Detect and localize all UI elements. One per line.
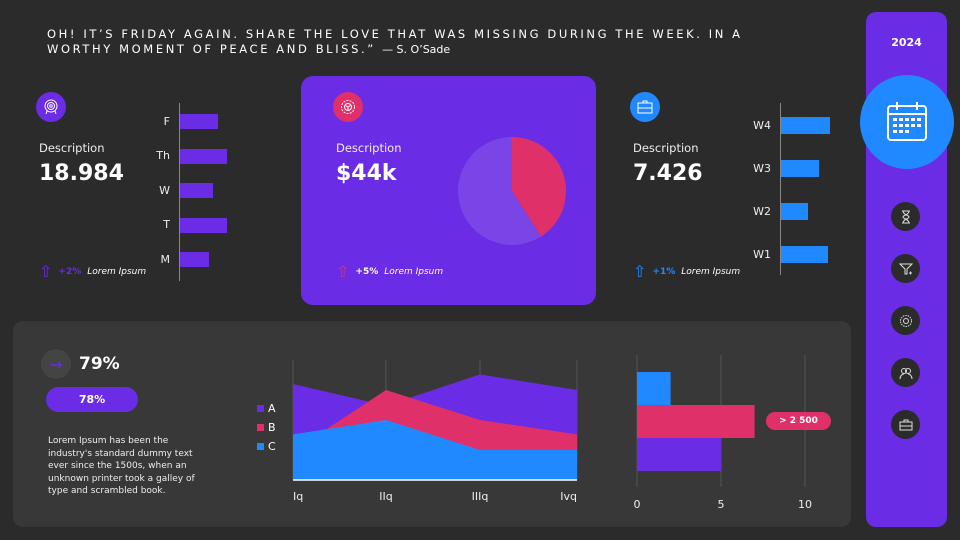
kpi3-trend: ⇧ +1% Lorem Ipsum (633, 262, 740, 281)
target-icon (36, 92, 66, 122)
area-series-C (293, 420, 577, 480)
horizontal-bar-chart: 0 5 10 (634, 355, 812, 511)
kpi2-trend-text: Lorem Ipsum (384, 266, 444, 277)
area-chart: Iq IIq IIIq Ivq (292, 360, 578, 503)
arrow-up-icon: ⇧ (633, 262, 647, 281)
progress-pill: 78% (46, 387, 138, 412)
bar (637, 438, 721, 471)
pie-slice (458, 137, 541, 245)
x-tick-label: Ivq (560, 490, 577, 503)
legend-label: B (268, 421, 276, 434)
x-tick-label: Iq (293, 490, 303, 503)
kpi2-trend-value: +5% (355, 266, 379, 277)
bar-label: W4 (753, 118, 771, 132)
legend-item: B (257, 421, 276, 434)
quote-text: OH! IT’S FRIDAY AGAIN. SHARE THE LOVE TH… (47, 27, 743, 56)
kpi3-value: 7.426 (633, 161, 703, 186)
progress-value: 79% (79, 354, 120, 374)
annotation-badge: > 2 500 (766, 412, 831, 430)
bar-axis (179, 103, 180, 281)
legend-item: C (257, 440, 276, 453)
year-label: 2024 (891, 36, 922, 49)
calendar-icon[interactable] (860, 75, 954, 169)
legend-label: C (268, 440, 276, 453)
bar-label: Th (156, 149, 170, 162)
x-tick-label: 5 (718, 498, 725, 511)
kpi2-value: $44k (336, 161, 397, 186)
bar (180, 217, 227, 233)
legend-swatch (257, 405, 264, 412)
kpi3-label: Description (633, 141, 699, 155)
bar-label: W2 (753, 204, 771, 218)
bar (781, 160, 819, 177)
kpi3-trend-text: Lorem Ipsum (681, 266, 741, 277)
kpi1-trend: ⇧ +2% Lorem Ipsum (39, 262, 146, 281)
pie-slice (512, 137, 566, 237)
hourglass-icon[interactable] (891, 202, 920, 231)
kpi1-label: Description (39, 141, 105, 155)
arrow-up-icon: ⇧ (336, 262, 350, 281)
gear-icon (333, 92, 363, 122)
quote: OH! IT’S FRIDAY AGAIN. SHARE THE LOVE TH… (47, 27, 807, 57)
bar (781, 246, 828, 263)
kpi1-trend-text: Lorem Ipsum (87, 266, 147, 277)
gear-icon[interactable] (891, 306, 920, 335)
x-tick-label: IIq (379, 490, 392, 503)
bar (637, 405, 755, 438)
bar (180, 252, 209, 267)
legend-label: A (268, 402, 276, 415)
bar-label: F (163, 114, 170, 128)
bar-label: W3 (753, 161, 771, 175)
bar (781, 203, 808, 220)
bar (180, 183, 213, 198)
x-tick-label: 10 (798, 498, 812, 511)
legend-item: A (257, 402, 276, 415)
arrow-right-icon: → (41, 349, 71, 379)
pie-chart (458, 137, 566, 245)
legend-swatch (257, 443, 264, 450)
quote-author: — S. O’Sade (382, 43, 451, 56)
legend-swatch (257, 424, 264, 431)
bar-label: M (160, 252, 171, 266)
kpi1-trend-value: +2% (58, 266, 82, 277)
x-tick-label: 0 (634, 498, 641, 511)
bar (637, 372, 671, 405)
kpi2-label: Description (336, 141, 402, 155)
bar-label: T (163, 218, 170, 231)
bar (180, 148, 227, 164)
arrow-up-icon: ⇧ (39, 262, 53, 281)
kpi2-trend: ⇧ +5% Lorem Ipsum (336, 262, 443, 281)
bar-label: W1 (753, 247, 771, 261)
bar-axis (780, 103, 781, 275)
briefcase-icon[interactable] (891, 410, 920, 439)
kpi3-trend-value: +1% (652, 266, 676, 277)
bar (180, 114, 218, 129)
kpi1-value: 18.984 (39, 161, 124, 186)
bar-label: W (159, 183, 170, 197)
team-icon[interactable] (891, 358, 920, 387)
bar (781, 117, 830, 134)
x-tick-label: IIIq (472, 490, 489, 503)
briefcase-icon (630, 92, 660, 122)
funnel-icon[interactable] (891, 254, 920, 283)
description-text: Lorem Ipsum has been the industry's stan… (48, 436, 195, 496)
